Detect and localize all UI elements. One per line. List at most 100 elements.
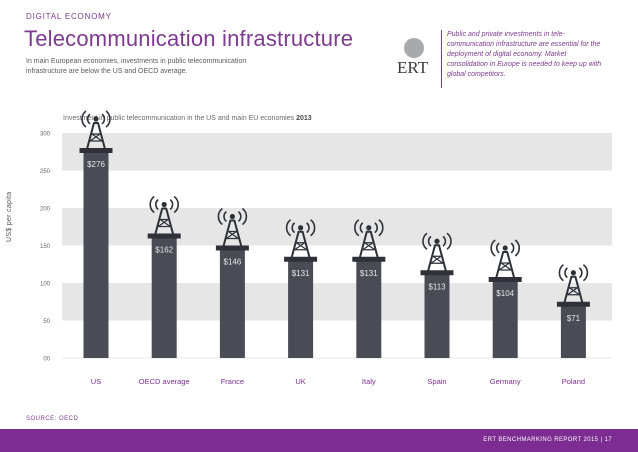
- bar: [492, 280, 518, 358]
- antenna-truss: [226, 230, 239, 240]
- bar-cap: [352, 256, 386, 262]
- sidebar-quote: Public and private investments in tele-c…: [447, 31, 602, 78]
- page-title: Telecommunication infrastructure: [24, 26, 354, 51]
- bar-cap: [284, 256, 318, 262]
- bar-value-label: $276: [87, 160, 105, 169]
- bar: [560, 304, 586, 358]
- chart-title-text: Investment in public telecommunication i…: [63, 115, 295, 122]
- signal-wave-left: [490, 239, 496, 257]
- signal-wave-right: [169, 199, 174, 210]
- antenna-tip: [434, 238, 440, 244]
- antenna-truss: [294, 242, 307, 251]
- signal-wave-right: [446, 232, 452, 250]
- antenna-icon: [358, 230, 379, 259]
- bar-cap: [488, 277, 522, 282]
- signal-wave-left: [149, 195, 155, 214]
- antenna-tip: [93, 116, 99, 122]
- antenna-truss: [89, 133, 103, 142]
- antenna-icon: [563, 275, 584, 304]
- bar-value-label: $146: [224, 258, 242, 267]
- signal-wave-right: [101, 113, 106, 125]
- signal-wave-right: [510, 242, 515, 254]
- antenna-icon: [495, 251, 516, 279]
- section-label: DIGITAL ECONOMY: [26, 12, 112, 21]
- signal-wave-right: [306, 222, 310, 234]
- bar-value-label: $71: [567, 314, 581, 323]
- quote-divider: [441, 30, 442, 88]
- bar-cap: [420, 270, 454, 276]
- bar-value-label: $131: [292, 269, 310, 278]
- signal-wave-left: [291, 222, 296, 234]
- signal-wave-right: [105, 110, 111, 128]
- signal-wave-left: [564, 267, 568, 279]
- antenna-tip: [502, 245, 508, 251]
- bar-value-label: $113: [428, 282, 446, 291]
- antenna-tip: [366, 225, 372, 231]
- bar: [356, 259, 382, 358]
- grid-band: [62, 133, 612, 171]
- bar: [83, 151, 109, 358]
- y-tick-label: 300: [40, 132, 51, 138]
- signal-wave-right: [582, 264, 589, 282]
- signal-wave-right: [578, 267, 583, 279]
- x-category-label: Poland: [562, 377, 585, 386]
- signal-wave-right: [442, 235, 447, 247]
- bar-cap: [215, 245, 249, 251]
- x-category-label: France: [221, 377, 244, 386]
- signal-wave-left: [155, 199, 159, 210]
- signal-wave-left: [86, 113, 91, 125]
- y-tick-label: 50: [43, 319, 50, 325]
- footer-bar: ERT BENCHMARKING REPORT 2015 | 17: [0, 429, 638, 452]
- signal-wave-left: [223, 211, 227, 222]
- x-category-label: UK: [295, 377, 305, 386]
- antenna-truss: [498, 262, 512, 271]
- signal-wave-left: [422, 232, 428, 250]
- x-category-label: Germany: [490, 377, 521, 386]
- signal-wave-left: [496, 242, 500, 254]
- signal-wave-right: [237, 211, 242, 222]
- x-category-label: Italy: [362, 377, 376, 386]
- signal-wave-left: [354, 219, 360, 237]
- signal-wave-left: [217, 207, 223, 226]
- signal-wave-right: [173, 195, 179, 214]
- bar-cap: [79, 148, 113, 153]
- y-tick-label: 100: [40, 282, 51, 288]
- signal-wave-right: [241, 207, 248, 226]
- antenna-icon: [427, 244, 447, 272]
- bar-value-label: $162: [155, 246, 173, 255]
- chart-title-year: 2013: [296, 115, 312, 122]
- bar-chart: 00 50 100 150 200 250 300 $276 US $162 OECD averag…: [40, 110, 612, 386]
- bar-value-label: $131: [360, 269, 378, 278]
- antenna-truss: [430, 255, 444, 264]
- footer-text: ERT BENCHMARKING REPORT 2015 | 17: [483, 437, 612, 443]
- antenna-icon: [290, 230, 311, 259]
- source-note: SOURCE: OECD: [26, 416, 79, 422]
- signal-wave-left: [558, 264, 564, 282]
- antenna-tip: [161, 201, 167, 208]
- bar: [151, 236, 177, 358]
- y-tick-label: 00: [43, 357, 50, 363]
- antenna-icon: [222, 219, 243, 247]
- signal-wave-right: [310, 219, 316, 237]
- grid-band: [62, 208, 612, 246]
- bar: [424, 273, 450, 358]
- chart-title: Investment in public telecommunication i…: [63, 115, 312, 122]
- signal-wave-left: [359, 222, 364, 234]
- bar-cap: [556, 301, 590, 307]
- grid-band: [62, 283, 612, 321]
- bar-cap: [147, 233, 181, 239]
- ert-logo-text: ERT: [397, 58, 429, 77]
- x-category-label: OECD average: [139, 377, 190, 386]
- x-category-label: Spain: [427, 377, 446, 386]
- bar-value-label: $104: [496, 289, 514, 298]
- x-category-label: US: [91, 377, 101, 386]
- intro-text: In main European economies, investments …: [26, 58, 247, 75]
- signal-wave-left: [427, 235, 432, 247]
- signal-wave-left: [285, 219, 292, 237]
- ert-logo-icon: [404, 38, 424, 58]
- y-tick-label: 200: [40, 207, 51, 213]
- antenna-tip: [229, 213, 235, 220]
- bar: [288, 259, 314, 358]
- y-tick-label: 150: [40, 244, 51, 250]
- signal-wave-right: [374, 222, 378, 234]
